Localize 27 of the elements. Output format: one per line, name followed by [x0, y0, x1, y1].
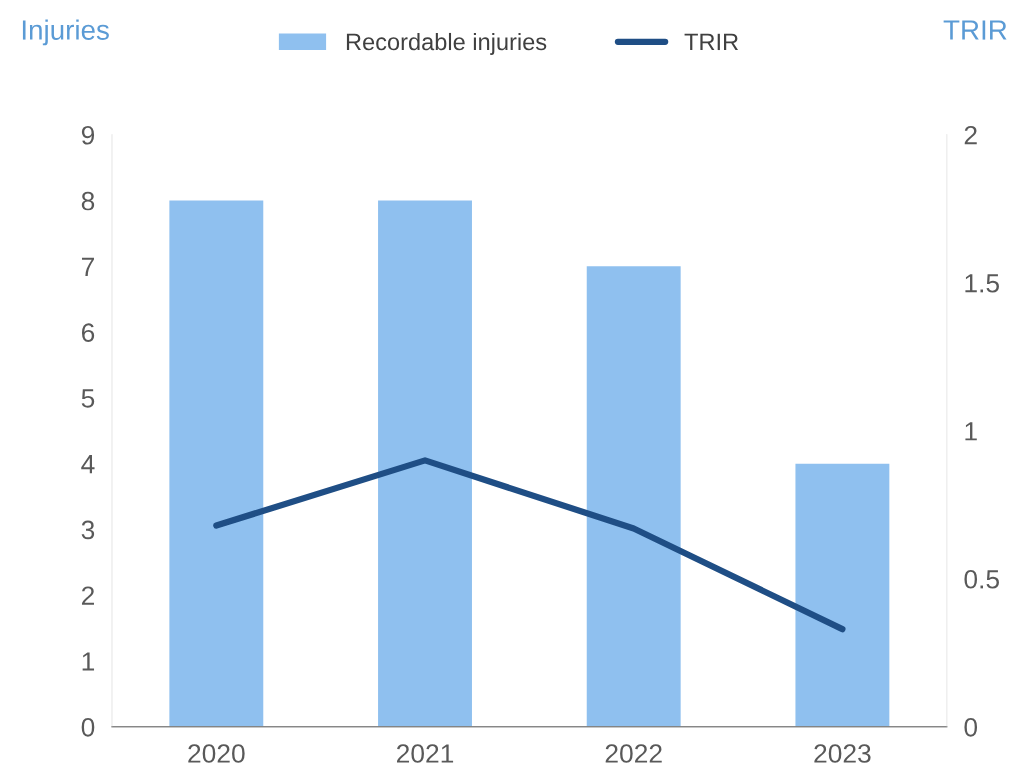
- y-tick-label: 7: [81, 257, 94, 276]
- y-tick-label: 3: [81, 520, 95, 540]
- legend-label: Recordable injuries: [346, 32, 547, 55]
- x-tick-label: 2022: [605, 744, 662, 763]
- bar: [586, 266, 681, 727]
- bar: [378, 200, 472, 727]
- y-axis-title: Injuries: [22, 19, 109, 46]
- y-tick-label: 4: [81, 455, 95, 474]
- x-tick-label: 2021: [396, 744, 454, 763]
- y2-tick-label: 1: [965, 422, 977, 441]
- y-tick-label: 9: [81, 125, 95, 145]
- bar: [169, 200, 264, 727]
- y-tick-label: 2: [81, 586, 94, 605]
- y-tick-label: 5: [81, 389, 95, 408]
- x-tick-label: 2023: [814, 744, 871, 763]
- y-tick-label: 8: [81, 191, 95, 211]
- y-tick-label: 1: [82, 652, 95, 671]
- y2-tick-label: 1.5: [965, 274, 999, 293]
- y-tick-label: 0: [81, 717, 95, 737]
- y2-axis-title: TRIR: [943, 20, 1007, 40]
- y2-tick-label: 0.5: [964, 569, 999, 589]
- legend-label: TRIR: [684, 33, 739, 51]
- y-tick-label: 6: [81, 323, 95, 342]
- x-tick-label: 2020: [188, 744, 245, 763]
- y2-tick-label: 0: [964, 717, 978, 737]
- bar: [795, 463, 890, 727]
- y2-tick-label: 2: [964, 125, 977, 145]
